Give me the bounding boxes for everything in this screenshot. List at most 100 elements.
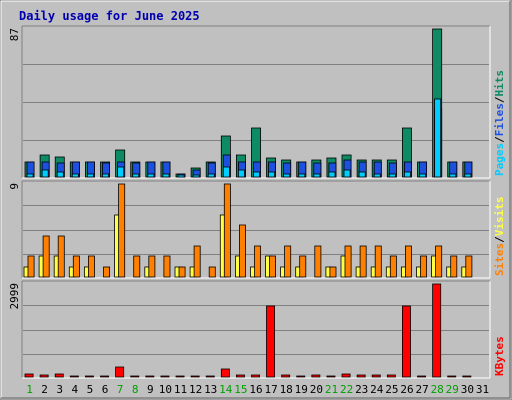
y-max-label: 87 — [8, 28, 21, 41]
bar-sites-day-9 — [148, 255, 156, 278]
bar-pages-day-28 — [434, 98, 442, 178]
bar-sites-day-7 — [118, 183, 126, 278]
bar-kbytes-day-28 — [432, 283, 442, 378]
bar-pages-day-2 — [41, 169, 49, 178]
bar-sites-day-28 — [435, 245, 443, 278]
bar-sites-day-5 — [88, 255, 95, 278]
x-tick-label-day-6: 6 — [102, 383, 109, 396]
bar-sites-day-19 — [299, 255, 307, 278]
bar-kbytes-day-22 — [341, 373, 351, 378]
legend-part: / — [493, 96, 506, 103]
bar-sites-day-17 — [269, 255, 276, 278]
bar-sites-day-6 — [103, 266, 110, 278]
x-tick-label-day-9: 9 — [147, 383, 154, 396]
bar-kbytes-day-18 — [281, 374, 291, 378]
bar-pages-day-5 — [87, 173, 94, 178]
bar-pages-day-16 — [253, 171, 260, 178]
bar-kbytes-day-21 — [326, 375, 336, 378]
bar-pages-day-8 — [132, 173, 140, 178]
bar-kbytes-day-13 — [205, 375, 215, 378]
x-tick-label-day-11: 11 — [174, 383, 187, 396]
bar-pages-day-25 — [388, 173, 396, 178]
x-tick-label-day-1: 1 — [26, 383, 33, 396]
legend-part: Pages — [493, 143, 506, 176]
bar-kbytes-day-24 — [371, 374, 381, 378]
bar-sites-day-12 — [193, 245, 201, 278]
bar-sites-day-25 — [389, 255, 397, 278]
panel-kbytes: 2999 KBytes — [8, 280, 506, 379]
bar-kbytes-day-23 — [356, 374, 366, 378]
x-tick-label-day-28: 28 — [431, 383, 444, 396]
x-tick-label-day-3: 3 — [56, 383, 63, 396]
x-tick-label-day-19: 19 — [295, 383, 308, 396]
bar-sites-day-22 — [344, 245, 352, 278]
bar-sites-day-21 — [329, 266, 337, 278]
legend-part: Visits — [493, 197, 506, 237]
bar-pages-day-15 — [237, 169, 245, 178]
bar-sites-day-11 — [178, 266, 186, 278]
bar-kbytes-day-15 — [235, 374, 245, 378]
bar-sites-day-15 — [238, 224, 246, 278]
bar-pages-day-20 — [313, 173, 321, 178]
bar-pages-day-9 — [147, 173, 155, 178]
bar-sites-day-13 — [208, 266, 216, 278]
bar-sites-day-24 — [374, 245, 382, 278]
bar-pages-day-29 — [449, 173, 457, 178]
x-tick-label-day-22: 22 — [340, 383, 353, 396]
bar-kbytes-day-5 — [85, 375, 94, 378]
bar-kbytes-day-11 — [175, 375, 185, 378]
bar-kbytes-day-16 — [251, 374, 261, 378]
legend-part: Hits — [493, 70, 506, 97]
x-tick-label-day-30: 30 — [461, 383, 474, 396]
x-tick-label-day-18: 18 — [280, 383, 293, 396]
x-tick-label-day-8: 8 — [132, 383, 139, 396]
series-legend-label: KBytes — [493, 336, 506, 376]
bar-kbytes-day-29 — [447, 375, 457, 378]
bar-sites-day-8 — [133, 255, 141, 278]
y-max-label: 2999 — [8, 283, 21, 310]
x-tick-label-day-27: 27 — [415, 383, 428, 396]
bar-kbytes-day-4 — [69, 375, 79, 378]
bar-sites-day-18 — [284, 245, 292, 278]
bar-pages-day-7 — [117, 166, 125, 178]
bar-kbytes-day-25 — [386, 374, 396, 378]
bar-pages-day-14 — [222, 166, 230, 178]
x-tick-label-day-15: 15 — [234, 383, 247, 396]
bar-sites-day-10 — [163, 255, 171, 278]
bar-pages-day-10 — [162, 173, 170, 178]
bar-kbytes-day-3 — [54, 373, 64, 378]
bar-pages-day-26 — [403, 171, 411, 178]
bar-pages-day-30 — [464, 173, 472, 178]
bar-pages-day-18 — [283, 173, 291, 178]
bar-pages-day-17 — [268, 171, 275, 178]
bar-kbytes-day-9 — [145, 375, 155, 378]
bar-sites-day-27 — [420, 255, 427, 278]
bar-pages-day-13 — [207, 173, 215, 178]
x-tick-label-day-17: 17 — [264, 383, 277, 396]
bar-pages-day-11 — [177, 174, 185, 178]
bar-pages-day-27 — [419, 173, 426, 178]
x-tick-label-day-12: 12 — [189, 383, 202, 396]
plot-area — [22, 281, 490, 378]
legend-part: Sites — [493, 243, 506, 276]
bar-kbytes-day-27 — [417, 375, 427, 378]
panel-visits-sites: 9 Sites/Visits — [8, 180, 506, 279]
bar-pages-day-21 — [328, 171, 336, 178]
x-tick-label-day-16: 16 — [249, 383, 262, 396]
bar-sites-day-3 — [57, 235, 65, 278]
bar-sites-day-20 — [314, 245, 322, 278]
bar-pages-day-6 — [102, 173, 109, 178]
bar-sites-day-14 — [223, 183, 231, 278]
bar-pages-day-24 — [373, 173, 381, 178]
bar-kbytes-day-1 — [24, 373, 34, 378]
x-tick-label-day-2: 2 — [41, 383, 48, 396]
x-tick-label-day-24: 24 — [370, 383, 384, 396]
x-tick-label-day-20: 20 — [310, 383, 323, 396]
bar-kbytes-day-7 — [115, 366, 125, 378]
bar-kbytes-day-6 — [100, 375, 110, 378]
x-tick-label-day-14: 14 — [219, 383, 233, 396]
bar-kbytes-day-12 — [190, 375, 200, 378]
x-tick-label-day-21: 21 — [325, 383, 338, 396]
